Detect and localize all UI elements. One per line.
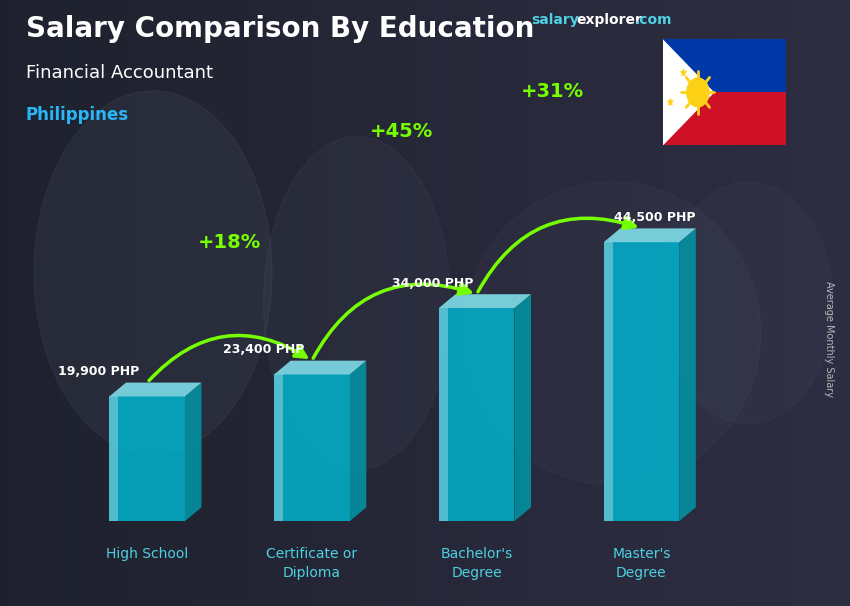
Polygon shape — [663, 92, 786, 145]
Text: Financial Accountant: Financial Accountant — [26, 64, 212, 82]
FancyArrowPatch shape — [313, 284, 470, 358]
Text: explorer: explorer — [576, 13, 643, 27]
Polygon shape — [604, 228, 696, 242]
Polygon shape — [679, 228, 696, 521]
Text: .com: .com — [635, 13, 672, 27]
Text: Average Monthly Salary: Average Monthly Salary — [824, 281, 834, 398]
Text: Philippines: Philippines — [26, 106, 128, 124]
Text: Certificate or
Diploma: Certificate or Diploma — [266, 547, 358, 580]
Polygon shape — [439, 294, 531, 308]
Polygon shape — [110, 396, 184, 521]
Polygon shape — [274, 375, 349, 521]
Text: 19,900 PHP: 19,900 PHP — [59, 365, 139, 378]
Polygon shape — [110, 382, 201, 396]
Text: 23,400 PHP: 23,400 PHP — [224, 343, 304, 356]
Text: Bachelor's
Degree: Bachelor's Degree — [440, 547, 513, 580]
Polygon shape — [349, 361, 366, 521]
Text: +18%: +18% — [198, 233, 261, 251]
Text: 44,500 PHP: 44,500 PHP — [615, 211, 696, 224]
Text: +45%: +45% — [370, 122, 433, 141]
Polygon shape — [274, 361, 366, 375]
Ellipse shape — [34, 91, 272, 454]
Polygon shape — [663, 39, 786, 92]
Polygon shape — [514, 294, 531, 521]
FancyArrowPatch shape — [478, 218, 635, 291]
Polygon shape — [667, 98, 674, 106]
Polygon shape — [439, 308, 514, 521]
Ellipse shape — [264, 136, 450, 470]
Polygon shape — [439, 308, 448, 521]
Polygon shape — [604, 242, 679, 521]
Polygon shape — [694, 98, 700, 106]
Text: salary: salary — [531, 13, 579, 27]
Polygon shape — [680, 68, 687, 76]
Text: Salary Comparison By Education: Salary Comparison By Education — [26, 15, 534, 43]
Text: High School: High School — [106, 547, 188, 561]
Polygon shape — [274, 375, 283, 521]
Polygon shape — [604, 242, 613, 521]
Polygon shape — [184, 382, 201, 521]
Circle shape — [687, 78, 709, 107]
Text: Master's
Degree: Master's Degree — [612, 547, 671, 580]
FancyArrowPatch shape — [149, 336, 306, 381]
Polygon shape — [110, 396, 118, 521]
Ellipse shape — [463, 182, 761, 485]
Text: 34,000 PHP: 34,000 PHP — [392, 277, 473, 290]
Text: +31%: +31% — [520, 82, 584, 101]
Polygon shape — [663, 39, 714, 145]
